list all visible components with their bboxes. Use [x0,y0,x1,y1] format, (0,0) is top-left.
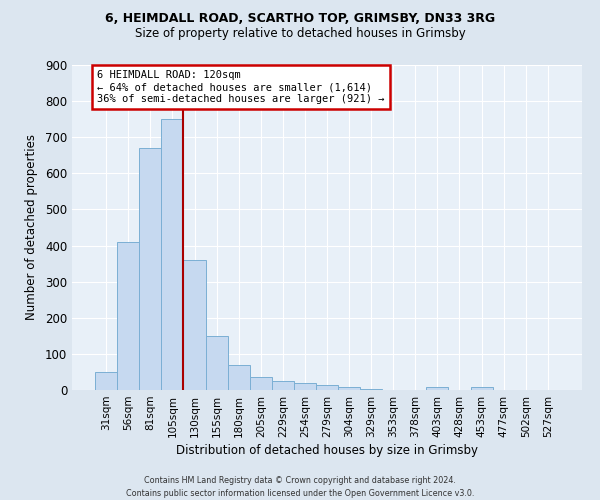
Text: Size of property relative to detached houses in Grimsby: Size of property relative to detached ho… [134,28,466,40]
Bar [117,242,139,390]
Bar [272,381,294,390]
Bar [338,387,360,390]
Text: Contains HM Land Registry data © Crown copyright and database right 2024.
Contai: Contains HM Land Registry data © Crown c… [126,476,474,498]
Bar [294,383,316,390]
Bar [427,387,448,390]
Y-axis label: Number of detached properties: Number of detached properties [25,134,38,320]
Bar [250,378,272,390]
Bar [139,148,161,390]
Bar [95,372,117,390]
Bar [161,119,184,390]
Bar [470,387,493,390]
Bar [206,336,227,390]
X-axis label: Distribution of detached houses by size in Grimsby: Distribution of detached houses by size … [176,444,478,457]
Text: 6 HEIMDALL ROAD: 120sqm
← 64% of detached houses are smaller (1,614)
36% of semi: 6 HEIMDALL ROAD: 120sqm ← 64% of detache… [97,70,385,104]
Bar [316,384,338,390]
Text: 6, HEIMDALL ROAD, SCARTHO TOP, GRIMSBY, DN33 3RG: 6, HEIMDALL ROAD, SCARTHO TOP, GRIMSBY, … [105,12,495,26]
Bar [227,364,250,390]
Bar [184,260,206,390]
